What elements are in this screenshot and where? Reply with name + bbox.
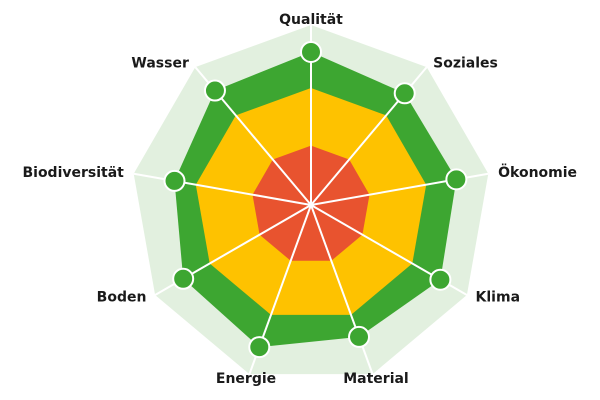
axis-label: Ökonomie bbox=[498, 163, 577, 181]
data-point bbox=[393, 82, 416, 105]
axis-label: Soziales bbox=[433, 55, 498, 71]
axis-label: Boden bbox=[97, 290, 147, 306]
spoke bbox=[133, 172, 312, 206]
axis-label: Klima bbox=[476, 290, 520, 306]
data-point bbox=[172, 267, 195, 290]
data-point bbox=[300, 41, 322, 63]
axis-label: Material bbox=[343, 371, 409, 387]
data-point bbox=[248, 336, 271, 359]
data-point bbox=[203, 79, 226, 102]
axis-label: Qualität bbox=[279, 12, 343, 28]
axis-label: Biodiversität bbox=[22, 165, 124, 181]
data-point bbox=[163, 169, 186, 192]
data-point bbox=[348, 325, 371, 348]
data-point bbox=[429, 268, 452, 291]
axis-label: Wasser bbox=[131, 55, 189, 71]
data-point bbox=[445, 168, 468, 191]
axis-label: Energie bbox=[216, 371, 276, 387]
